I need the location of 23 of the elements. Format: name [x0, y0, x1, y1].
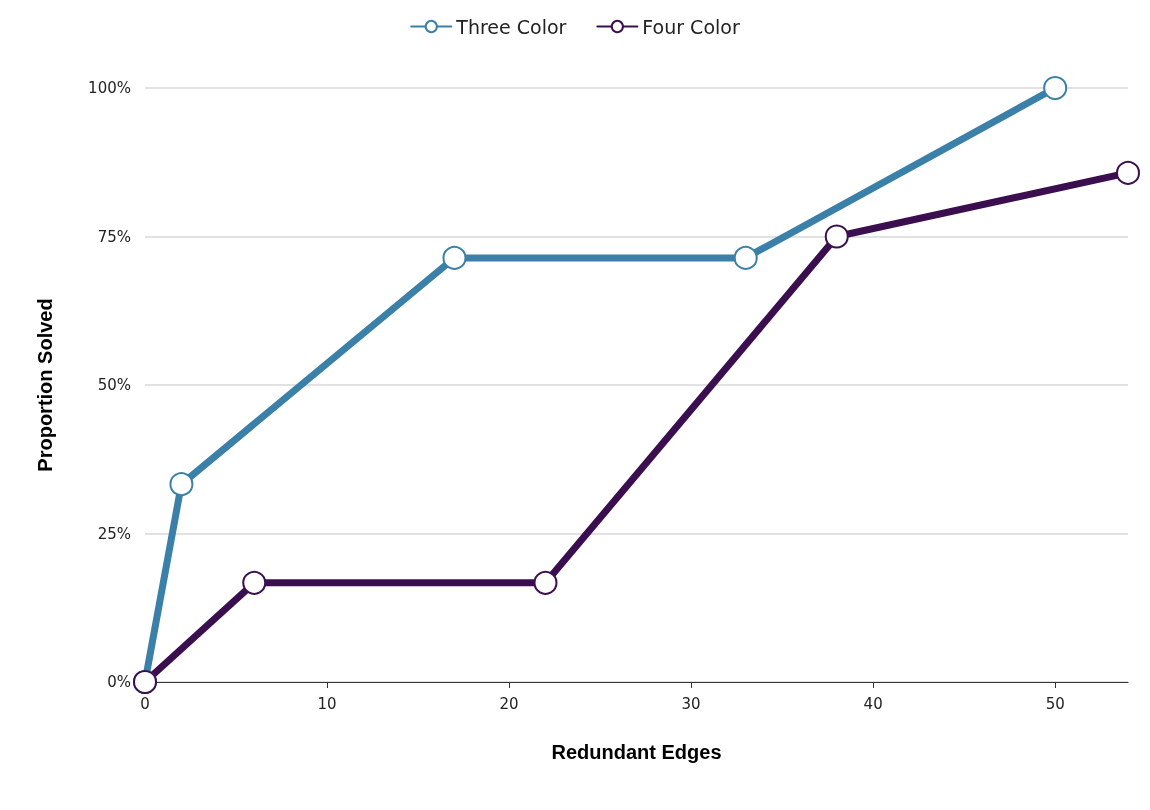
x-tick-label: 0 [140, 694, 150, 713]
y-tick-label: 0% [107, 673, 131, 691]
point [442, 245, 467, 270]
point [242, 570, 267, 595]
x-tick-label: 20 [499, 694, 519, 713]
point [1116, 160, 1140, 185]
y-axis-title: Proportion Solved [34, 298, 56, 472]
legend-label: Three Color [455, 15, 567, 38]
legend-label: Four Color [642, 15, 740, 38]
x-tick-label: 30 [681, 694, 701, 713]
x-tick-label: 50 [1045, 694, 1065, 713]
point [169, 472, 194, 497]
y-tick-label: 50% [97, 376, 131, 394]
y-tick-label: 100% [88, 79, 131, 97]
point [733, 245, 758, 270]
x-axis-title: Redundant Edges [551, 741, 722, 763]
y-tick-label: 75% [97, 227, 131, 246]
x-tick-label: 40 [863, 694, 883, 713]
point [533, 570, 558, 595]
point [824, 224, 849, 249]
x-tick-label: 10 [317, 694, 337, 713]
point [1043, 76, 1068, 100]
y-tick-label: 25% [97, 524, 131, 543]
